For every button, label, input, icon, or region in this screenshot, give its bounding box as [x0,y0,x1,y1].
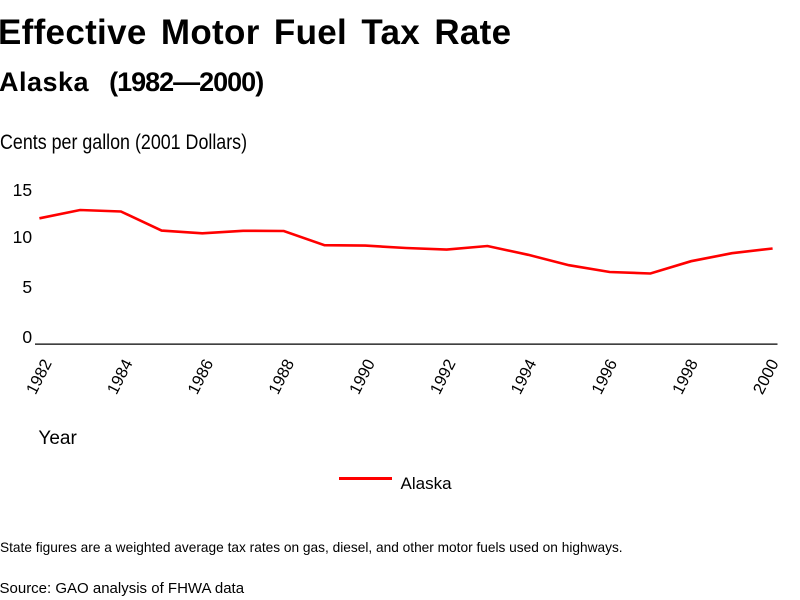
svg-text:1984: 1984 [104,356,137,397]
svg-text:1994: 1994 [508,356,541,397]
svg-text:1986: 1986 [185,356,218,397]
svg-text:1996: 1996 [588,356,621,397]
svg-text:1990: 1990 [346,356,379,397]
svg-text:1982: 1982 [23,356,56,397]
svg-text:1998: 1998 [669,356,702,397]
svg-text:1988: 1988 [265,356,298,397]
svg-text:1992: 1992 [427,356,460,397]
svg-text:2000: 2000 [750,356,783,397]
